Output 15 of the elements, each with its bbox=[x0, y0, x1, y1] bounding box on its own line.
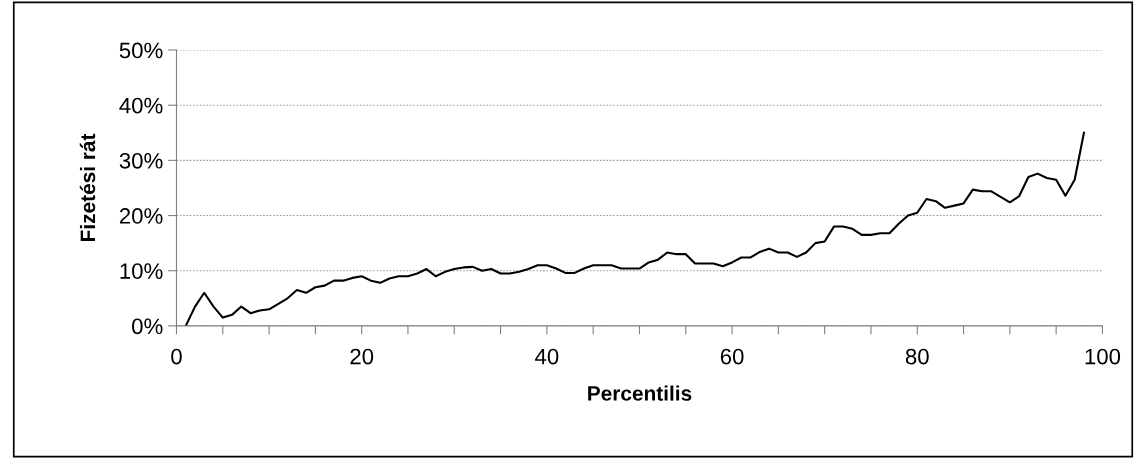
y-tick-label: 0% bbox=[132, 318, 163, 335]
y-tick-label: 10% bbox=[120, 263, 163, 279]
y-axis-title: Fizetési rát bbox=[79, 133, 96, 241]
y-tick-label: 50% bbox=[119, 42, 163, 59]
x-axis-title: Percentilis bbox=[588, 385, 692, 401]
x-tick-label: 40 bbox=[535, 348, 559, 365]
y-tick-label: 40% bbox=[119, 97, 163, 114]
x-tick-label: 0 bbox=[171, 348, 182, 365]
y-tick-label: 30% bbox=[119, 152, 163, 169]
y-tick-label: 20% bbox=[119, 208, 163, 224]
x-tick-label: 60 bbox=[720, 348, 744, 365]
x-tick-label: 80 bbox=[905, 348, 929, 365]
x-tick-label: 20 bbox=[350, 348, 374, 365]
line-series bbox=[184, 131, 1085, 326]
x-tick-label: 100 bbox=[1085, 348, 1121, 365]
